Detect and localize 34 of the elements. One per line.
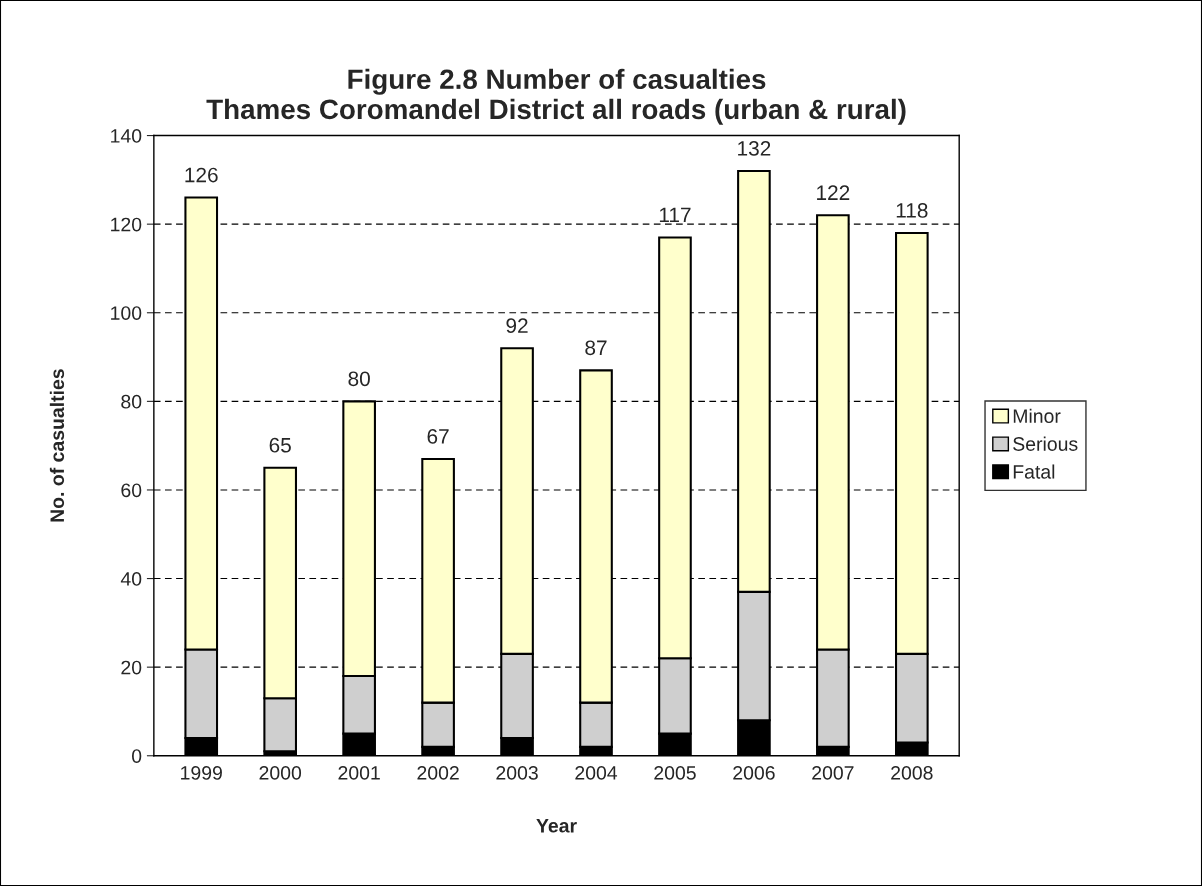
total-label: 67 [427,429,449,444]
x-tick-label: 2003 [496,765,538,780]
x-tick-label: 2007 [812,765,854,780]
total-label: 80 [348,371,370,387]
total-label: 122 [817,185,850,200]
y-tick-label: 100 [111,306,142,320]
x-tick-label: 2001 [338,765,380,780]
chart-title: Figure 2.8 Number of casualties Thames Coromandel District all roads (urban & rural) [206,68,906,125]
y-tick-label: 20 [121,660,142,675]
x-tick-label: 2004 [575,765,618,780]
x-tick-label: 2005 [654,765,696,780]
y-tick-label: 140 [111,129,142,143]
x-tick-label: 2000 [259,765,302,780]
total-label: 132 [738,141,771,156]
total-label: 87 [585,340,607,356]
legend-label: Serious [1013,436,1078,451]
total-label: 117 [659,207,691,223]
total-label: 65 [269,437,291,453]
y-tick-label: 120 [111,217,142,232]
y-tick-label: 40 [120,572,142,586]
x-axis-title: Year [536,819,577,833]
x-tick-label: 2006 [733,765,775,780]
total-label: 118 [896,203,928,218]
y-tick-label: 0 [132,749,142,763]
legend-label: Fatal [1013,464,1055,479]
y-tick-label: 60 [121,483,142,498]
total-label: 92 [506,318,528,334]
legend-label: Minor [1013,408,1061,424]
x-tick-label: 2002 [417,765,459,780]
x-tick-label: 1999 [181,765,222,780]
y-axis-title: No. of casualties [49,369,65,522]
total-label: 126 [185,167,218,183]
y-tick-label: 80 [121,394,142,409]
x-tick-label: 2008 [891,765,933,780]
